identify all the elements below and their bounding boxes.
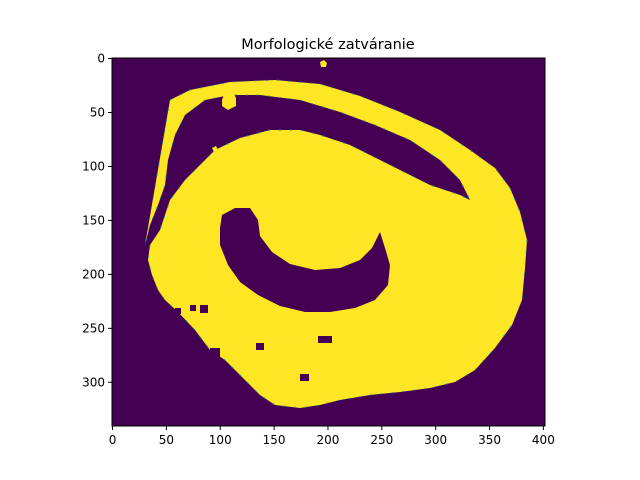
x-tick-label: 350 [478, 433, 501, 447]
x-tick-label: 200 [317, 433, 340, 447]
foreground-small-region [222, 90, 236, 110]
axes-frame [111, 57, 546, 427]
y-tick-label: 50 [90, 105, 105, 119]
foreground-region [144, 79, 528, 409]
heatmap-plot [112, 58, 545, 426]
x-tick-label: 100 [209, 433, 232, 447]
y-tick-label: 300 [82, 375, 105, 389]
foreground-small-region [212, 146, 218, 152]
background-hole-region [210, 348, 220, 358]
y-tick-label: 200 [82, 267, 105, 281]
background-hole-region [318, 336, 332, 343]
y-axis: 0 50 100 150 200 250 300 [82, 52, 112, 389]
y-tick-label: 250 [82, 321, 105, 335]
x-tick-label: 300 [424, 433, 447, 447]
y-tick-label: 0 [97, 52, 105, 66]
x-tick-label: 50 [159, 433, 174, 447]
chart-title: Morfologické zatváranie [241, 37, 415, 53]
x-axis: 0 50 100 150 200 250 300 350 400 [109, 426, 555, 447]
background-hole-region [200, 305, 208, 313]
x-tick-label: 250 [370, 433, 393, 447]
y-tick-label: 100 [82, 159, 105, 173]
x-tick-label: 150 [263, 433, 286, 447]
background-hole-region [256, 343, 264, 350]
background-hole-region [220, 208, 390, 312]
x-tick-label: 400 [532, 433, 555, 447]
background-hole-region [175, 308, 181, 314]
background-hole-region [230, 375, 238, 383]
background-hole-region [300, 374, 309, 381]
y-tick-label: 150 [82, 213, 105, 227]
background-hole-region [190, 305, 196, 311]
foreground-small-region [320, 60, 327, 67]
x-tick-label: 0 [109, 433, 117, 447]
